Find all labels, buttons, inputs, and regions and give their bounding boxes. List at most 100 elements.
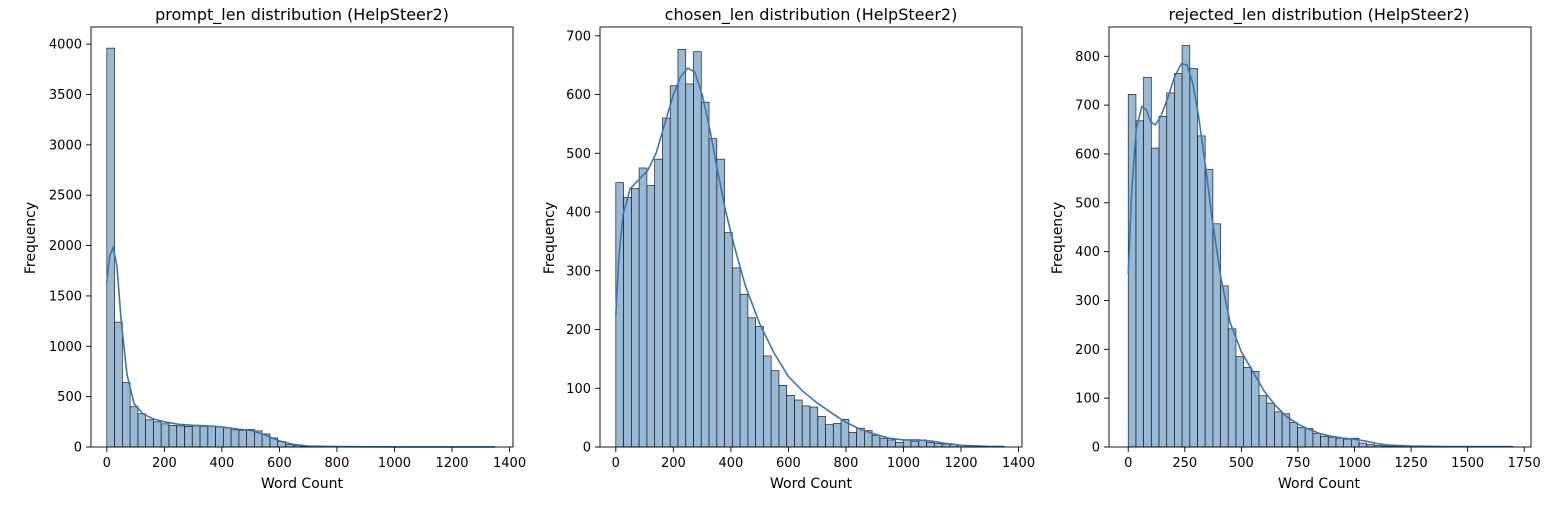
histogram-bar (122, 382, 131, 448)
x-tick-label: 200 (152, 456, 177, 471)
histogram-bar (669, 85, 679, 448)
plot-frame (1108, 26, 1532, 448)
y-tick-label: 100 (1075, 392, 1100, 407)
x-tick-label: 500 (1229, 456, 1254, 471)
histogram-bar (145, 419, 154, 448)
y-tick-label: 3500 (49, 88, 82, 103)
histogram-bar (1358, 442, 1368, 448)
histogram-bar (191, 425, 201, 448)
histogram-bar (801, 405, 811, 448)
x-tick-label: 0 (612, 456, 620, 471)
histogram-bar (1258, 395, 1268, 448)
kde-line (106, 244, 496, 448)
x-tick-label: 800 (325, 456, 350, 471)
x-tick-label: 1500 (1451, 456, 1484, 471)
x-tick-label: 1200 (435, 456, 468, 471)
histogram-bar (739, 293, 749, 448)
chosen-len-histogram-panel: chosen_len distribution (HelpSteer2) Wor… (542, 5, 1035, 492)
histogram-bar (1250, 370, 1260, 448)
histogram-bar (677, 48, 687, 448)
y-tick-label: 500 (566, 147, 591, 162)
y-tick-label: 400 (1075, 245, 1100, 260)
y-tick-label: 4000 (49, 38, 82, 53)
histogram-bar (895, 441, 904, 448)
x-tick-label: 1750 (1508, 456, 1541, 471)
prompt-len-histogram-panel: prompt_len distribution (HelpSteer2) Wor… (23, 5, 526, 492)
chart-title: rejected_len distribution (HelpSteer2) (1168, 5, 1469, 25)
histogram-bar (825, 424, 834, 448)
y-axis-label: Frequency (1050, 202, 1066, 274)
histogram-bar (654, 158, 663, 448)
histogram-bar (724, 232, 733, 448)
y-tick-label: 3000 (49, 138, 82, 153)
x-tick-label: 600 (776, 456, 801, 471)
histogram-bar (933, 443, 943, 448)
x-axis-label: Word Count (261, 476, 344, 492)
chart-title: chosen_len distribution (HelpSteer2) (665, 5, 958, 25)
plot-frame (90, 26, 514, 448)
histogram-bar (832, 423, 842, 448)
histogram-bar (1327, 436, 1337, 448)
x-tick-label: 750 (1286, 456, 1311, 471)
x-tick-label: 800 (834, 456, 859, 471)
y-tick-label: 1000 (49, 340, 82, 355)
chart-title: prompt_len distribution (HelpSteer2) (155, 5, 449, 25)
x-tick-label: 1000 (1338, 456, 1371, 471)
y-tick-label: 200 (566, 323, 591, 338)
x-tick-label: 1250 (1395, 456, 1428, 471)
y-tick-label: 0 (583, 441, 591, 456)
histogram-bar (1174, 73, 1183, 448)
x-tick-label: 1000 (378, 456, 411, 471)
x-tick-label: 1400 (1002, 456, 1035, 471)
histogram-bar (168, 424, 178, 448)
histogram-bar (1135, 120, 1144, 448)
histogram-bar (1166, 92, 1175, 448)
histogram-bar (871, 434, 881, 448)
histogram-bar (747, 317, 756, 448)
histogram-bar (786, 394, 795, 448)
histogram-bar (809, 406, 819, 448)
y-tick-label: 1500 (49, 289, 82, 304)
x-tick-label: 1200 (944, 456, 977, 471)
y-tick-label: 500 (57, 390, 82, 405)
y-tick-label: 200 (1075, 343, 1100, 358)
histogram-bar (1227, 328, 1237, 448)
y-tick-label: 600 (566, 88, 591, 103)
histogram-bar (1212, 223, 1221, 448)
histogram-bar (230, 429, 240, 448)
y-tick-label: 100 (566, 382, 591, 397)
histogram-bar (238, 430, 247, 448)
x-tick-label: 200 (661, 456, 686, 471)
histogram-bar (160, 423, 170, 448)
histogram-bar (910, 440, 920, 448)
y-tick-label: 300 (566, 264, 591, 279)
histogram-bar (887, 439, 896, 448)
x-tick-label: 1000 (887, 456, 920, 471)
bars (106, 47, 496, 448)
y-tick-label: 2500 (49, 189, 82, 204)
histogram-bar (817, 416, 826, 448)
x-axis-label: Word Count (1278, 476, 1361, 492)
histogram-bar (879, 437, 889, 448)
histogram-bar (215, 426, 224, 448)
y-tick-label: 300 (1075, 294, 1100, 309)
y-tick-label: 400 (566, 206, 591, 221)
histogram-bar (662, 117, 671, 448)
histogram-bar (848, 431, 857, 448)
y-tick-label: 700 (1075, 99, 1100, 114)
x-tick-label: 0 (1124, 456, 1132, 471)
histogram-bar (1266, 402, 1275, 448)
y-tick-label: 2000 (49, 239, 82, 254)
x-tick-label: 250 (1172, 456, 1197, 471)
histogram-bar (1235, 356, 1244, 448)
bars (615, 48, 1005, 448)
x-axis-label: Word Count (770, 476, 853, 492)
histogram-bar (1143, 76, 1152, 448)
histogram-bar (638, 167, 648, 448)
histogram-bar (114, 321, 123, 448)
x-tick-label: 0 (103, 456, 111, 471)
y-tick-label: 0 (1092, 441, 1100, 456)
histogram-bar (778, 384, 788, 448)
histogram-bar (1197, 135, 1206, 448)
